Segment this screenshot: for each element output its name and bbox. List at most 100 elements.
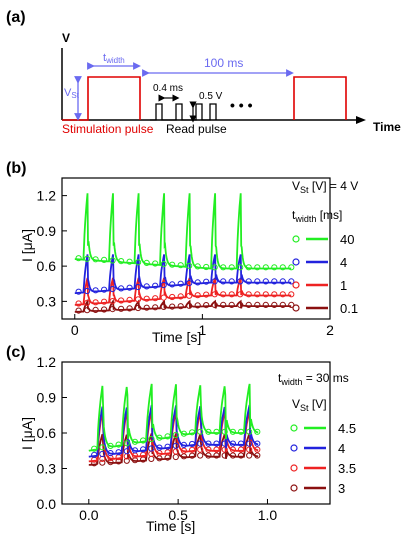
series-marker-0.1	[220, 301, 227, 308]
series-marker-3	[189, 452, 196, 459]
series-marker-1	[143, 295, 150, 302]
y-tick-label: 1.2	[37, 188, 57, 204]
panel-b-ylabel: I [μA]	[19, 229, 35, 262]
series-marker-4	[254, 440, 261, 447]
series-marker-0.1	[75, 307, 82, 314]
series-marker-4	[271, 278, 278, 285]
series-marker-1	[186, 292, 193, 299]
series-marker-3	[107, 459, 114, 466]
series-marker-1	[237, 291, 244, 298]
series-marker-3.5	[213, 446, 220, 453]
series-marker-4.5	[140, 437, 147, 444]
series-marker-4	[172, 442, 179, 449]
series-marker-4	[189, 440, 196, 448]
series-marker-0.1	[84, 307, 91, 314]
series-marker-40	[160, 261, 167, 268]
series-marker-1	[220, 291, 227, 298]
legend-label: 4	[340, 255, 347, 270]
series-marker-4	[228, 278, 235, 285]
series-marker-0.1	[135, 304, 142, 312]
read-pulses	[150, 103, 217, 121]
series-marker-3.5	[254, 446, 261, 453]
series-marker-4	[237, 440, 245, 447]
series-marker-4	[197, 440, 204, 447]
read-amp-label: 0.5 V	[199, 91, 223, 102]
series-marker-40	[135, 259, 142, 266]
panel-c-ylabel: I [μA]	[19, 417, 35, 450]
series-marker-3	[172, 453, 179, 461]
series-marker-0.1	[143, 304, 150, 311]
series-marker-40	[220, 264, 227, 271]
series-marker-0.1	[228, 301, 235, 308]
series-marker-4	[135, 283, 142, 291]
series-marker-3.5	[221, 446, 228, 453]
panel-c-plot: 0.0 0.5 1.0 0.0 0.3 0.6 0.9 1.2	[37, 354, 331, 523]
series-marker-4	[279, 278, 286, 285]
series-marker-4.5	[189, 429, 196, 436]
series-marker-4	[203, 278, 210, 285]
time-axis-label: Time	[373, 120, 401, 134]
series-marker-0.1	[279, 301, 286, 308]
legend-marker	[290, 424, 298, 432]
series-marker-0.1	[186, 302, 193, 309]
series-marker-4	[123, 448, 130, 455]
series-marker-0.1	[118, 305, 125, 312]
legend-marker	[292, 281, 300, 289]
series-marker-1	[160, 294, 167, 301]
series-marker-4	[118, 285, 125, 292]
panel-c-xlabel: Time [s]	[146, 518, 195, 534]
v-axis-label: V	[62, 31, 70, 45]
series-marker-1	[228, 291, 235, 298]
series-marker-40	[254, 264, 261, 271]
series-marker-40	[84, 255, 91, 262]
series-marker-4	[211, 278, 218, 285]
series-marker-4	[237, 278, 244, 285]
series-marker-0.1	[194, 302, 201, 309]
series-marker-1	[262, 291, 269, 298]
series-marker-4	[205, 440, 212, 447]
legend-label: 40	[340, 232, 354, 247]
series-marker-4	[245, 278, 252, 285]
series-marker-0.1	[92, 306, 99, 313]
series-marker-0.1	[288, 301, 295, 308]
series-marker-40	[92, 256, 99, 263]
series-marker-4	[246, 440, 253, 447]
series-marker-3.5	[180, 447, 187, 454]
series-marker-4.5	[205, 428, 212, 435]
series-marker-40	[101, 256, 108, 263]
series-marker-1	[84, 299, 91, 306]
panel-c-legend: 4.5 4 3.5 3	[290, 421, 356, 496]
series-marker-0.1	[254, 301, 261, 308]
panel-c-label: (c)	[6, 344, 26, 361]
panel-b-legend: 40 4 1 0.1	[292, 232, 358, 316]
series-marker-40	[262, 264, 269, 271]
series-marker-4	[152, 282, 159, 289]
series-marker-1	[254, 291, 261, 298]
panel-a: (a) V Time • • • twidth VSt 100 ms 0.4 m…	[6, 9, 401, 136]
series-marker-4.5	[91, 445, 98, 452]
series-marker-4	[194, 279, 201, 286]
panel-b-label: (b)	[6, 160, 26, 177]
series-marker-4	[186, 280, 193, 287]
series-marker-1	[152, 295, 159, 302]
series-marker-3	[131, 457, 139, 464]
series-marker-4.5	[172, 431, 179, 439]
series-marker-3	[205, 452, 212, 459]
series-marker-3.5	[205, 446, 212, 453]
series-marker-40	[279, 264, 286, 271]
series-marker-4.5	[107, 442, 114, 449]
series-line-4	[88, 404, 259, 458]
x-tick-label: 0.5	[168, 507, 188, 523]
series-marker-40	[143, 259, 150, 266]
series-marker-3.5	[229, 446, 236, 453]
panel-c-legend-header: twidth = 30 ms	[278, 371, 349, 387]
series-marker-40	[169, 261, 176, 268]
y-tick-label: 0.9	[37, 390, 57, 406]
series-marker-1	[118, 297, 125, 304]
series-line-4.5	[88, 383, 259, 452]
series-marker-4	[164, 443, 171, 450]
series-marker-40	[211, 264, 218, 271]
series-marker-3.5	[197, 446, 204, 453]
series-marker-40	[152, 260, 159, 267]
series-marker-3	[123, 457, 130, 464]
